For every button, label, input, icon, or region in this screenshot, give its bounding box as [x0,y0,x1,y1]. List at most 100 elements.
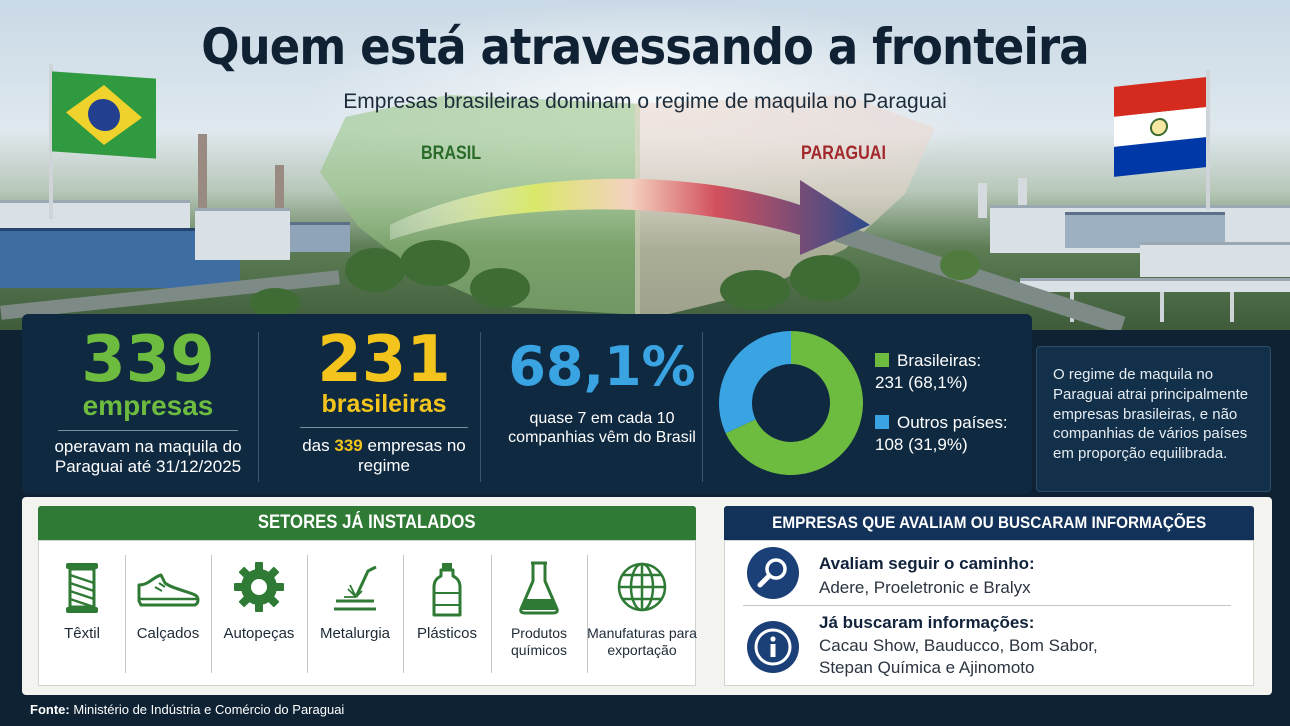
sector-export-manufacturing: Manufaturas para exportação [587,541,697,687]
source-text: Ministério de Indústria e Comércio do Pa… [73,702,345,717]
stat-total-description: operavam na maquila do Paraguai até 31/1… [54,437,242,476]
sector-label: Produtos químicos [510,625,568,658]
factory-building [0,200,190,230]
stat-share-description: quase 7 em cada 10 companhias vêm do Bra… [508,410,696,446]
stat-brazilian-companies: 231 brasileiras das 339 empresas no regi… [284,314,484,494]
thread-spool-icon [66,563,98,613]
hero-background [0,0,1290,330]
sector-label: Metalurgia [319,625,391,642]
welding-icon [334,565,377,611]
chimney [978,183,987,218]
tree [250,288,300,318]
flagpole [1206,70,1210,210]
factory-building [1140,242,1290,277]
legend-label: Brasileiras: [897,351,982,370]
divider [300,427,468,428]
divider [743,605,1231,606]
divider [258,332,259,482]
stat-brazilian-value: 231 [317,323,451,397]
divider [125,555,126,673]
legend-detail: 108 (31,9%) [875,435,968,455]
sectors-header: SETORES JÁ INSTALADOS [38,506,696,540]
sector-metallurgy: Metalurgia [307,541,403,687]
sector-footwear: Calçados [125,541,211,687]
gear-icon [234,562,284,612]
tree [720,270,790,310]
companies-header-text: EMPRESAS QUE AVALIAM OU BUSCARAM INFORMA… [771,513,1207,532]
sectors-box: Têxtil Calçados Autopeças [38,540,697,687]
companies-header: EMPRESAS QUE AVALIAM OU BUSCARAM INFORMA… [724,506,1254,540]
legend-detail: 231 (68,1%) [875,373,968,393]
stats-panel: 339 empresas operavam na maquila do Para… [22,314,1032,494]
donut-legend-brazil: Brasileiras: 231 (68,1%) [875,350,981,394]
legend-swatch-blue [875,415,889,429]
magnifier-icon [747,547,799,599]
stat-brazilian-share: 68,1% quase 7 em cada 10 companhias vêm … [502,314,702,494]
divider [480,332,481,482]
sectors-header-text: SETORES JÁ INSTALADOS [258,512,476,533]
tree [400,240,470,286]
gate-canopy [1020,278,1290,292]
legend-swatch-green [875,353,889,367]
chimney [275,165,284,220]
stat-brazilian-unit: brasileiras [321,390,447,418]
bottle-icon [432,563,462,617]
divider [307,555,308,673]
flask-icon [519,561,559,615]
shoe-icon [137,573,200,607]
donut-slice-brazil [725,331,863,475]
desc-text: empresas no regime [358,436,466,476]
evaluating-companies: Adere, Proeletronic e Bralyx [819,578,1031,597]
stat-brazilian-description: das 339 empresas no regime [284,436,484,477]
tree [470,268,530,308]
stat-total-companies: 339 empresas operavam na maquila do Para… [50,314,246,494]
source-label: Fonte: [30,702,70,717]
evaluating-title: Avaliam seguir o caminho: [819,554,1035,573]
sector-label: Autopeças [223,625,295,642]
tree [940,250,980,280]
info-icon [747,621,799,673]
divider [403,555,404,673]
explanation-note: O regime de maquila no Paraguai atrai pr… [1036,346,1271,492]
source-line: Fonte: Ministério de Indústria e Comérci… [30,702,344,717]
desc-text: das [302,436,330,455]
sector-textile: Têxtil [39,541,125,687]
sector-autoparts: Autopeças [211,541,307,687]
divider [491,555,492,673]
stat-total-value: 339 [81,323,215,397]
sector-plastics: Plásticos [403,541,491,687]
companies-box: Avaliam seguir o caminho: Adere, Proelet… [724,540,1254,686]
map-label-brazil: BRASIL [421,143,482,164]
map-label-paraguay: PARAGUAI [801,143,886,164]
legend-label: Outros países: [897,413,1008,432]
tree [790,255,860,301]
brazil-flag-icon [52,71,156,159]
sector-label: Têxtil [64,625,100,642]
page-subtitle: Empresas brasileiras dominam o regime de… [343,90,947,113]
divider [58,430,238,431]
page-title: Quem está atravessando a fronteira [201,18,1089,76]
inquired-title: Já buscaram informações: [819,613,1035,632]
footer-bar [0,695,1290,726]
factory-building [290,222,350,252]
tree [345,248,405,292]
gate-pillar [1230,292,1234,322]
factory-building [195,208,290,260]
sector-label: Manufaturas para exportação [587,625,697,658]
share-donut-chart [719,331,863,475]
stat-total-unit: empresas [82,390,214,421]
inquired-companies: Cacau Show, Bauducco, Bom Sabor, Stepan … [819,636,1098,678]
sector-label: Calçados [136,625,200,642]
chimney [198,134,207,219]
divider [702,332,703,482]
desc-highlight: 339 [334,436,363,455]
sector-label: Plásticos [416,625,478,642]
divider [587,555,588,673]
gate-pillar [1160,292,1164,322]
divider [211,555,212,673]
stat-share-value: 68,1% [508,335,696,398]
sector-chemicals: Produtos químicos [491,541,587,687]
migration-arrow-icon [390,178,870,255]
globe-icon [617,562,667,612]
donut-legend-others: Outros países: 108 (31,9%) [875,412,1008,456]
